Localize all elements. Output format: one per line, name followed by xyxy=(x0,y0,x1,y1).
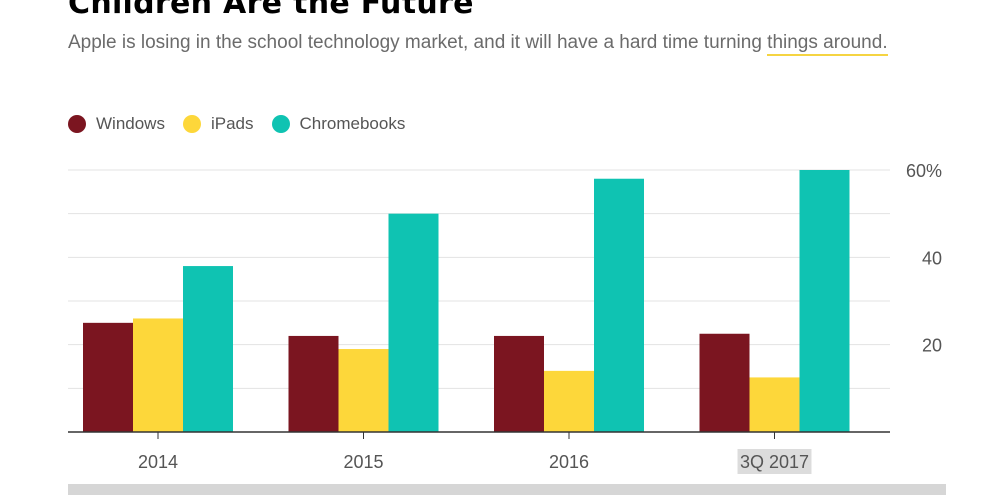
bar-chromebooks-2015 xyxy=(388,213,439,432)
bar-windows-3q-2017 xyxy=(699,333,750,432)
x-tick-label: 2016 xyxy=(549,452,589,472)
y-tick-label: 40 xyxy=(922,248,942,268)
x-tick-label: 3Q 2017 xyxy=(740,452,809,472)
bar-ipads-2014 xyxy=(133,318,183,432)
y-tick-label: 60% xyxy=(906,161,942,181)
legend-item-ipads: iPads xyxy=(182,114,254,134)
bar-ipads-2016 xyxy=(544,370,594,432)
chart-subtitle: Apple is losing in the school technology… xyxy=(68,30,908,56)
y-tick-label: 20 xyxy=(922,336,942,356)
legend-label-chromebooks: Chromebooks xyxy=(299,114,406,133)
chart-legend: Windows iPads Chromebooks xyxy=(68,114,423,134)
legend-item-windows: Windows xyxy=(68,114,165,134)
legend-label-windows: Windows xyxy=(96,114,165,133)
bar-chromebooks-2016 xyxy=(594,178,644,432)
bar-windows-2016 xyxy=(494,335,544,432)
x-tick-label-highlight xyxy=(737,449,812,474)
legend-item-chromebooks: Chromebooks xyxy=(271,114,406,134)
legend-swatch-windows xyxy=(68,115,86,133)
bar-chromebooks-2014 xyxy=(183,266,233,432)
legend-swatch-ipads xyxy=(182,115,201,133)
legend-swatch-chromebooks xyxy=(271,115,290,133)
bar-windows-2014 xyxy=(83,322,133,432)
footer-bar xyxy=(68,484,946,495)
bar-windows-2015 xyxy=(288,335,339,432)
x-tick-label: 2014 xyxy=(138,452,178,472)
subtitle-underlined-text: things around. xyxy=(767,32,888,56)
bar-ipads-3q-2017 xyxy=(749,377,800,432)
bar-ipads-2015 xyxy=(338,349,389,432)
chart-title: Children Are the Future xyxy=(68,0,474,21)
subtitle-text: Apple is losing in the school technology… xyxy=(68,32,768,53)
legend-label-ipads: iPads xyxy=(210,114,254,133)
bar-chromebooks-3q-2017 xyxy=(799,170,850,432)
x-tick-label: 2015 xyxy=(343,452,383,472)
